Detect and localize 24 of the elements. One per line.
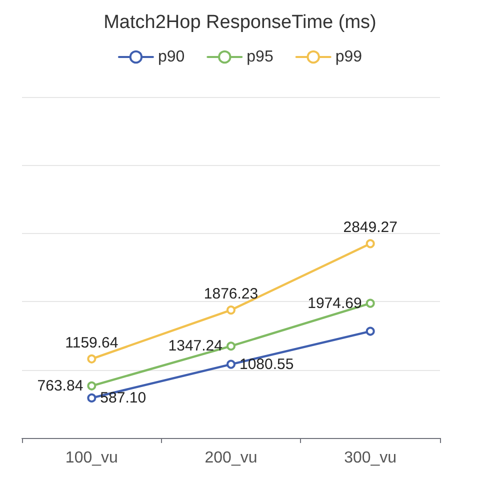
point [87, 393, 96, 402]
x-tick-label: 300_vu [344, 450, 397, 466]
data-label: 1974.69 [308, 294, 362, 312]
point [366, 239, 375, 248]
point [366, 326, 375, 336]
data-label: 1347.24 [168, 338, 222, 355]
data-label: 1876.23 [204, 286, 258, 303]
legend-label: p95 [246, 48, 274, 66]
point [226, 360, 236, 369]
data-label: 587.10 [100, 389, 146, 406]
point [87, 354, 96, 364]
legend-label: p90 [158, 48, 185, 66]
point [226, 306, 236, 315]
data-label: 763.84 [37, 377, 84, 394]
legend-label: p99 [335, 48, 362, 66]
chart-title: Match2Hop ResponseTime (ms) [104, 12, 376, 33]
data-label: 1080.55 [240, 356, 294, 373]
point [366, 298, 375, 308]
x-tick-label: 200_vu [204, 450, 258, 466]
data-label: 1159.64 [65, 334, 118, 352]
point [226, 342, 236, 351]
data-label: 2849.27 [343, 219, 398, 236]
point [87, 381, 96, 390]
x-tick-label: 100_vu [65, 450, 118, 466]
